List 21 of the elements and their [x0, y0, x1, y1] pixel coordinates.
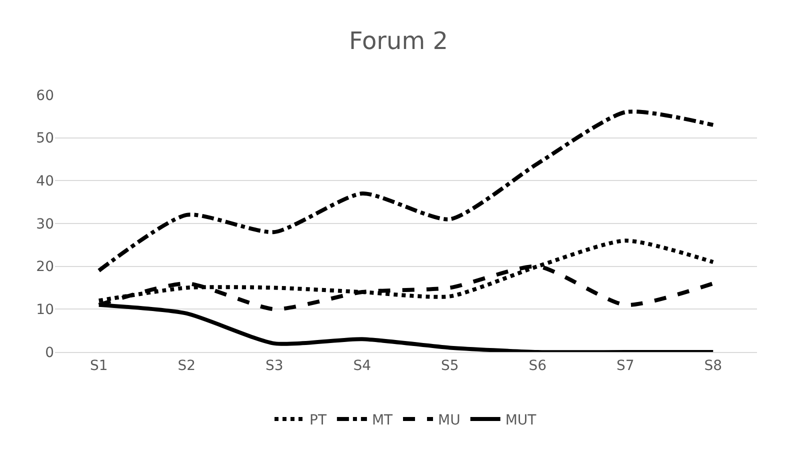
x-tick-label: S6 [528, 358, 547, 374]
legend-label: MU [438, 412, 460, 428]
x-tick-label: S2 [178, 358, 196, 374]
x-tick-label: S1 [90, 358, 108, 374]
y-tick-label: 0 [45, 344, 54, 361]
legend-label: PT [310, 412, 327, 428]
line-series [96, 110, 716, 273]
chart-title: Forum 2 [349, 27, 448, 56]
y-tick-label: 40 [36, 174, 54, 190]
legend-label: MUT [505, 412, 537, 428]
x-tick-label: S8 [704, 358, 722, 374]
legend-label: MT [372, 412, 394, 428]
x-tick-label: S3 [265, 358, 284, 374]
x-tick-label: S4 [353, 358, 372, 374]
y-tick-label: 50 [36, 130, 54, 147]
y-tick-label: 60 [36, 88, 54, 104]
y-tick-label: 10 [36, 302, 54, 318]
y-tick-label: 30 [36, 216, 54, 232]
x-tick-label: S5 [440, 358, 459, 374]
y-tick-label: 20 [36, 259, 54, 276]
x-tick-label: S7 [616, 358, 634, 374]
